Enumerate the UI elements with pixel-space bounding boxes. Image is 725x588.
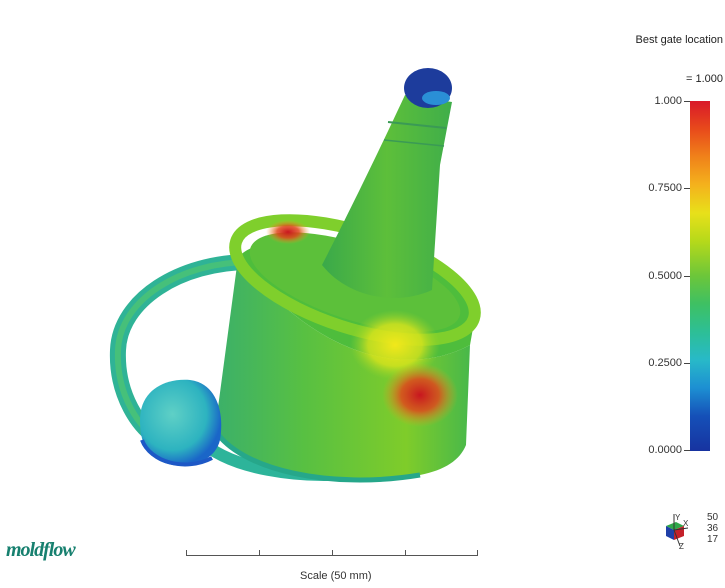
scale-tick	[405, 550, 406, 556]
color-scale-bar	[690, 101, 710, 451]
scale-label: Scale (50 mm)	[300, 570, 372, 582]
scale-tick	[332, 550, 333, 556]
scale-tick	[186, 550, 187, 556]
view-angle-3: 17	[707, 534, 719, 545]
legend-tick	[684, 188, 690, 189]
view-angle-2: 36	[707, 523, 719, 534]
legend-label-min: 0.0000	[648, 444, 682, 456]
legend-tick	[684, 101, 690, 102]
scale-tick	[477, 550, 478, 556]
legend-label-025: 0.2500	[648, 357, 682, 369]
legend-tick	[684, 363, 690, 364]
axis-z-label: Z	[679, 542, 684, 550]
scale-tick	[259, 550, 260, 556]
spout-tip	[404, 68, 452, 108]
moldflow-logo: moldflow	[6, 539, 76, 561]
result-title-line1: Best gate location	[635, 34, 723, 46]
spout-neck	[322, 95, 452, 298]
legend-label-050: 0.5000	[648, 270, 682, 282]
model-viewport[interactable]	[0, 0, 600, 560]
legend-label-max: 1.000	[654, 95, 682, 107]
result-title: Best gate location = 1.000	[636, 8, 723, 99]
plug-ball	[140, 379, 222, 467]
legend-tick	[684, 450, 690, 451]
result-title-line2: = 1.000	[685, 73, 723, 85]
axis-x-label: X	[683, 519, 689, 528]
view-angle-1: 50	[707, 512, 719, 523]
legend-label-075: 0.7500	[648, 182, 682, 194]
legend-tick	[684, 276, 690, 277]
orientation-triad-icon[interactable]: Y X Z	[658, 512, 690, 550]
axis-y-label: Y	[675, 513, 681, 522]
